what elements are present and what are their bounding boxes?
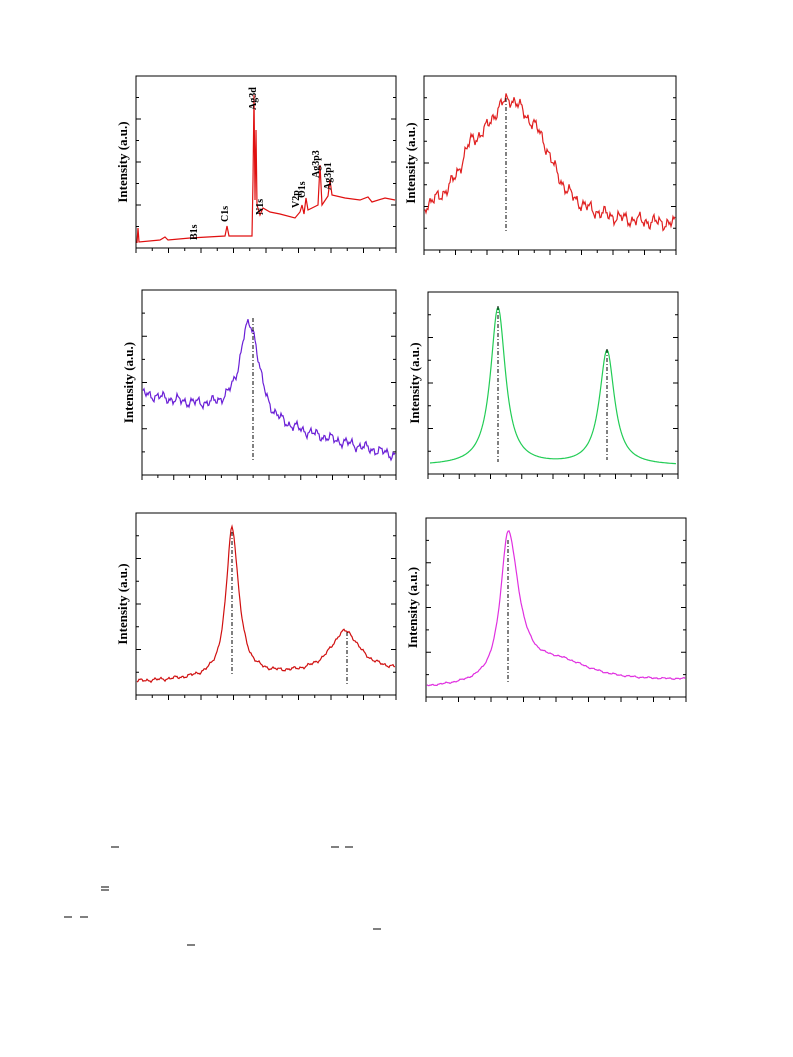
y-axis-label: Intensity (a.u.) [407, 342, 422, 423]
panel-frame [423, 75, 677, 251]
survey-curve [136, 94, 396, 244]
peak-label: Ag3d [248, 87, 259, 110]
peak-label: C1s [220, 206, 231, 222]
peak-label: Ag3p3 [311, 150, 322, 178]
panel-frame [135, 75, 397, 249]
panel-frame [425, 517, 687, 698]
panel-frame [427, 291, 679, 475]
y-axis-label: Intensity (a.u.) [121, 342, 136, 423]
y-axis-label: Intensity (a.u.) [115, 563, 130, 644]
peak-label: V2p [291, 190, 302, 208]
peak-label: Ag3p1 [323, 162, 334, 190]
peak-label: O1s [297, 181, 308, 198]
panel-frame [135, 512, 397, 696]
spectrum-curve [136, 524, 396, 684]
y-axis-label: Intensity (a.u.) [115, 121, 130, 202]
peak-label: N1s [255, 199, 266, 215]
y-axis-label: Intensity (a.u.) [405, 567, 420, 648]
spectrum-curve [429, 305, 677, 465]
spectrum-curve [424, 93, 676, 232]
stray-marks [64, 846, 381, 946]
spectrum-curve [142, 319, 396, 462]
y-axis-label: Intensity (a.u.) [403, 122, 418, 203]
spectrum-curve [426, 530, 686, 687]
peak-label: B1s [189, 224, 200, 240]
